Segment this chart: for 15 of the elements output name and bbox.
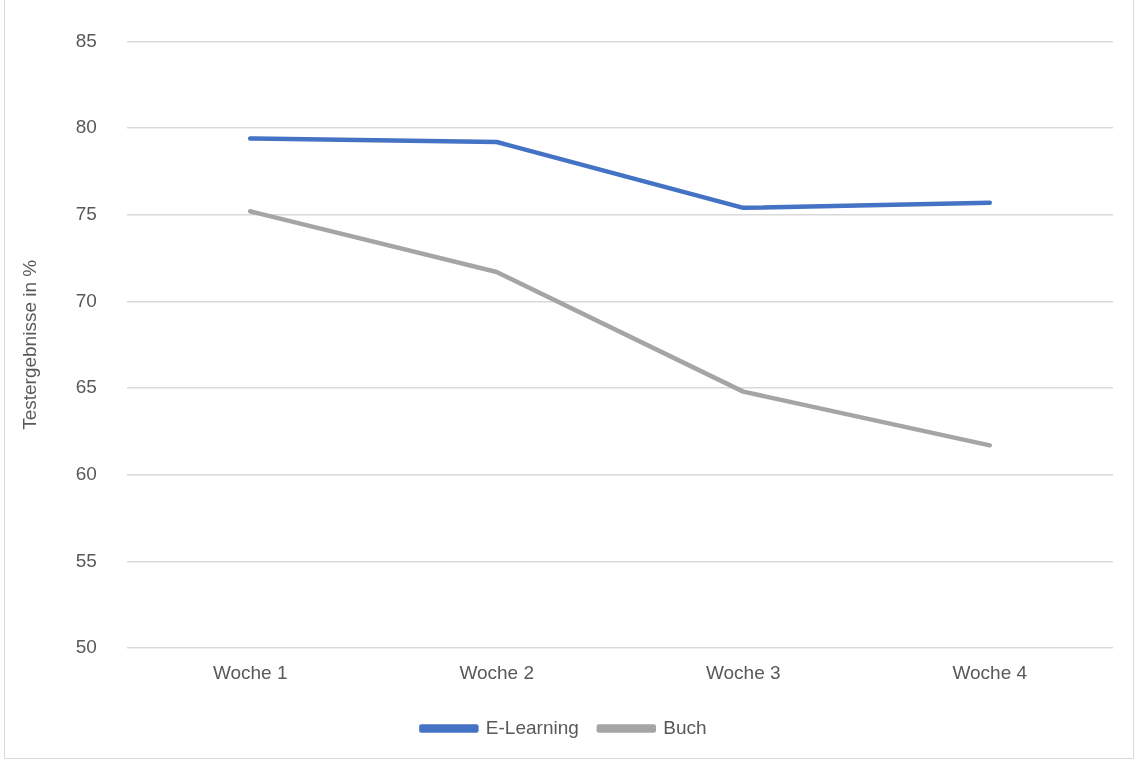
x-tick-label: Woche 4 bbox=[952, 661, 1028, 683]
y-tick-label: 55 bbox=[75, 549, 97, 571]
x-tick-label: Woche 3 bbox=[705, 661, 781, 683]
y-tick-label: 65 bbox=[75, 376, 97, 398]
y-tick-label: 75 bbox=[75, 203, 97, 225]
x-tick-label: Woche 1 bbox=[212, 661, 288, 683]
y-tick-label: 85 bbox=[75, 29, 97, 51]
y-tick-label: 70 bbox=[75, 289, 97, 311]
legend-label: Buch bbox=[663, 716, 707, 738]
y-tick-label: 60 bbox=[75, 463, 97, 485]
x-tick-label: Woche 2 bbox=[459, 661, 535, 683]
y-tick-label: 50 bbox=[75, 636, 97, 658]
legend-label: E-Learning bbox=[485, 716, 579, 738]
y-axis-title: Testergebnisse in % bbox=[18, 259, 40, 430]
y-tick-label: 80 bbox=[75, 116, 97, 138]
